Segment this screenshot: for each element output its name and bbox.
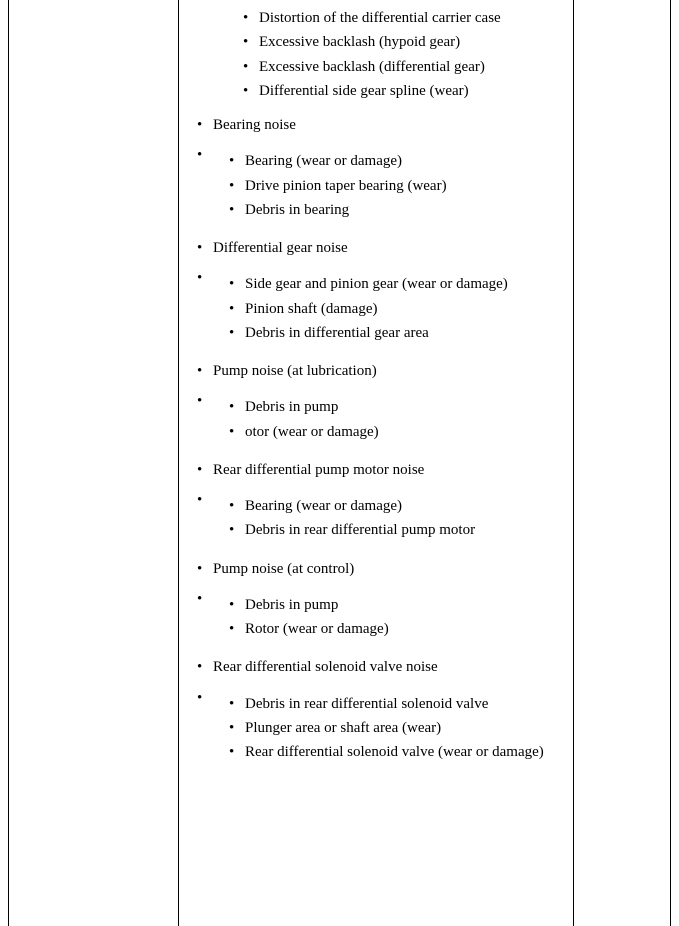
- list-item: Side gear and pinion gear (wear or damag…: [229, 274, 569, 294]
- list-item-text: Pinion shaft (damage): [245, 301, 377, 317]
- list-item-text: Bearing (wear or damage): [245, 498, 402, 514]
- section-sublist-wrap: Bearing (wear or damage) Debris in rear …: [183, 492, 569, 545]
- section-heading: Bearing noise: [197, 115, 569, 135]
- list-item: Bearing (wear or damage): [229, 151, 569, 171]
- section-sublist: Bearing (wear or damage) Drive pinion ta…: [229, 147, 569, 224]
- list-item: Distortion of the differential carrier c…: [243, 8, 569, 28]
- list-item-text: Drive pinion taper bearing (wear): [245, 178, 447, 194]
- section-heading: Rear differential solenoid valve noise: [197, 657, 569, 677]
- list-item: Drive pinion taper bearing (wear): [229, 176, 569, 196]
- section-heading-list: Bearing noise: [197, 115, 569, 135]
- section-heading: Differential gear noise: [197, 238, 569, 258]
- list-item: Debris in rear differential solenoid val…: [229, 694, 569, 714]
- list-item-text: Differential side gear spline (wear): [259, 83, 469, 99]
- list-item: Debris in rear differential pump motor: [229, 520, 569, 540]
- list-item-text: Side gear and pinion gear (wear or damag…: [245, 276, 508, 292]
- list-item-text: Debris in bearing: [245, 202, 349, 218]
- list-item-text: Debris in rear differential solenoid val…: [245, 696, 488, 712]
- list-item: Differential side gear spline (wear): [243, 81, 569, 101]
- section-heading: Pump noise (at control): [197, 559, 569, 579]
- list-item: Debris in differential gear area: [229, 323, 569, 343]
- list-item: Bearing (wear or damage): [229, 496, 569, 516]
- section-heading-text: Pump noise (at control): [213, 561, 354, 577]
- section-heading-list: Pump noise (at lubrication): [197, 361, 569, 381]
- section-heading-text: Bearing noise: [213, 117, 296, 133]
- section-sublist: Debris in rear differential solenoid val…: [229, 690, 569, 767]
- list-item-text: Debris in rear differential pump motor: [245, 522, 475, 538]
- section-heading-text: Rear differential pump motor noise: [213, 462, 424, 478]
- section-sublist-wrap: Bearing (wear or damage) Drive pinion ta…: [183, 147, 569, 224]
- section-heading-text: Pump noise (at lubrication): [213, 363, 377, 379]
- section-sublist-wrap: Debris in pump Rotor (wear or damage): [183, 591, 569, 644]
- list-item: Excessive backlash (hypoid gear): [243, 32, 569, 52]
- table-region: Distortion of the differential carrier c…: [8, 0, 671, 926]
- list-item: Debris in pump: [229, 595, 569, 615]
- table-col-right: [574, 0, 670, 926]
- section-heading-text: Differential gear noise: [213, 240, 348, 256]
- list-item-text: Debris in differential gear area: [245, 325, 429, 341]
- section-heading-list: Differential gear noise: [197, 238, 569, 258]
- section-sublist: Side gear and pinion gear (wear or damag…: [229, 270, 569, 347]
- section-sublist: Debris in pump otor (wear or damage): [229, 393, 569, 446]
- section-heading: Pump noise (at lubrication): [197, 361, 569, 381]
- section-heading: Rear differential pump motor noise: [197, 460, 569, 480]
- list-item-text: Debris in pump: [245, 399, 338, 415]
- section-sublist-wrap: Debris in rear differential solenoid val…: [183, 690, 569, 767]
- list-item: Rear differential solenoid valve (wear o…: [229, 742, 569, 762]
- list-item-text: Excessive backlash (hypoid gear): [259, 34, 460, 50]
- table-col-left: [9, 0, 179, 926]
- list-item: Rotor (wear or damage): [229, 619, 569, 639]
- list-item-text: Debris in pump: [245, 597, 338, 613]
- section-sublist: Bearing (wear or damage) Debris in rear …: [229, 492, 569, 545]
- section-heading-list: Rear differential solenoid valve noise: [197, 657, 569, 677]
- section-sublist-wrap: Side gear and pinion gear (wear or damag…: [183, 270, 569, 347]
- list-item: Pinion shaft (damage): [229, 299, 569, 319]
- list-item: Excessive backlash (differential gear): [243, 57, 569, 77]
- list-item-text: Excessive backlash (differential gear): [259, 59, 485, 75]
- list-item: Debris in bearing: [229, 200, 569, 220]
- list-item-text: Rear differential solenoid valve (wear o…: [245, 744, 544, 760]
- section-sublist-wrap: Debris in pump otor (wear or damage): [183, 393, 569, 446]
- section-heading-list: Rear differential pump motor noise: [197, 460, 569, 480]
- list-item: Debris in pump: [229, 397, 569, 417]
- section-heading-list: Pump noise (at control): [197, 559, 569, 579]
- list-item: otor (wear or damage): [229, 422, 569, 442]
- section-heading-text: Rear differential solenoid valve noise: [213, 659, 438, 675]
- list-item-text: Plunger area or shaft area (wear): [245, 720, 441, 736]
- list-item-text: Bearing (wear or damage): [245, 153, 402, 169]
- section-sublist: Debris in pump Rotor (wear or damage): [229, 591, 569, 644]
- list-item: Plunger area or shaft area (wear): [229, 718, 569, 738]
- list-item-text: Rotor (wear or damage): [245, 621, 389, 637]
- list-item-text: Distortion of the differential carrier c…: [259, 10, 501, 26]
- table-col-content: Distortion of the differential carrier c…: [179, 0, 574, 926]
- list-item-text: otor (wear or damage): [245, 424, 379, 440]
- initial-sublist: Distortion of the differential carrier c…: [243, 8, 569, 101]
